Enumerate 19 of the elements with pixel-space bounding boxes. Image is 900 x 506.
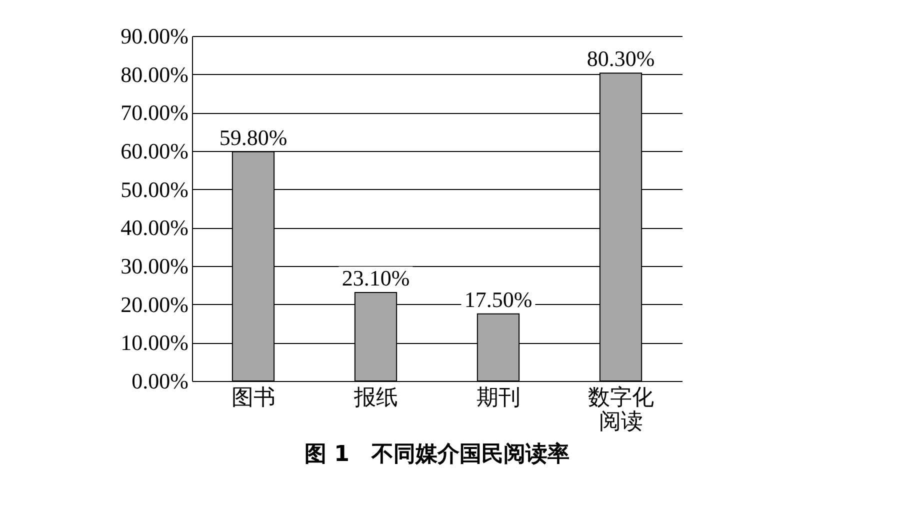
data-label: 23.10% — [342, 265, 410, 290]
y-tick-label: 20.00% — [120, 292, 188, 317]
x-tick-label: 期刊 — [476, 386, 520, 410]
y-tick-label: 40.00% — [120, 215, 188, 240]
y-tick-label: 30.00% — [120, 254, 188, 278]
y-tick-label: 10.00% — [120, 330, 188, 356]
y-tick-label: 50.00% — [120, 176, 188, 202]
y-tick-label: 70.00% — [120, 100, 188, 126]
text: 图 1 不同媒介国民阅读率 — [304, 441, 570, 467]
y-tick-label: 80.00% — [120, 62, 188, 87]
y-tick-label: 90.00% — [120, 24, 188, 48]
data-label: 59.80% — [219, 124, 288, 150]
data-label: 80.30% — [586, 46, 655, 72]
y-tick-label: 0.00% — [132, 368, 188, 394]
x-tick-label: 数字化阅读 — [588, 386, 654, 434]
x-tick-label: 报纸 — [352, 386, 398, 410]
y-tick-label: 60.00% — [120, 138, 188, 164]
x-tick-label: 图书 — [231, 386, 276, 410]
data-label: 17.50% — [464, 286, 532, 312]
